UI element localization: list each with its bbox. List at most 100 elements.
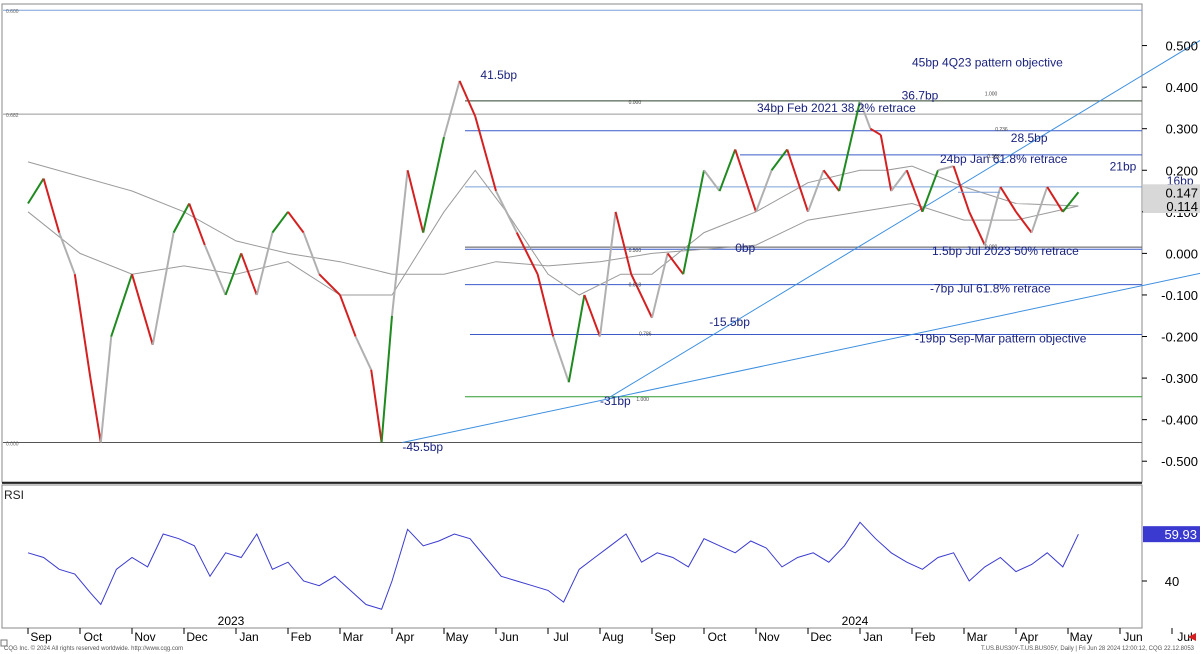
x-month-label: Jul — [1177, 630, 1192, 644]
price-segment — [536, 273, 555, 337]
fib-tag: 0.382 — [987, 154, 1000, 160]
price-segment — [937, 165, 954, 172]
price-segment — [651, 253, 669, 319]
fib-tag: 0.000 — [629, 100, 642, 106]
footer-copyright: CQG Inc. © 2024 All rights reserved worl… — [4, 646, 184, 652]
price-segment — [859, 100, 872, 130]
x-month-label: Jun — [499, 630, 518, 644]
price-segment — [583, 294, 601, 337]
retracement-label: 1.5bp Jul 2023 50% retrace — [932, 244, 1079, 258]
price-segment — [354, 336, 373, 371]
price-segment — [422, 136, 445, 233]
y-tick-label: 0.400 — [1165, 80, 1198, 95]
ma-value-marker — [1143, 198, 1200, 214]
rsi-tick-label: 40 — [1165, 574, 1179, 589]
price-segment — [458, 80, 477, 117]
price-segment — [89, 377, 102, 443]
price-segment — [666, 252, 684, 275]
price-segment — [599, 211, 617, 337]
last-value-label: 0.147 — [1165, 185, 1198, 200]
x-month-label: Oct — [708, 630, 727, 644]
price-segment — [552, 336, 570, 383]
price-segment — [786, 149, 809, 213]
rsi-label: RSI — [4, 488, 24, 502]
price-panel — [1, 3, 1143, 483]
retracement-label: -7bp Jul 61.8% retrace — [930, 282, 1051, 296]
rsi-panel — [1, 484, 1143, 629]
price-annotation: 0bp — [735, 241, 755, 255]
price-lines-layer — [3, 9, 1200, 444]
fib-tag: 0.236 — [995, 127, 1008, 133]
x-month-label: Dec — [810, 630, 831, 644]
price-segment — [952, 165, 971, 213]
price-segment — [474, 115, 497, 192]
x-month-label: Feb — [291, 630, 312, 644]
price-segment — [905, 169, 924, 213]
price-segment — [99, 336, 113, 443]
trendline — [610, 39, 1200, 398]
price-annotation: 41.5bp — [480, 68, 517, 82]
price-segment — [983, 186, 1002, 246]
price-segment — [869, 127, 882, 136]
price-segment — [443, 80, 461, 138]
price-segment — [318, 273, 341, 296]
price-segment — [703, 169, 721, 192]
price-segment — [380, 315, 393, 443]
y-tick-label: -0.500 — [1161, 454, 1198, 469]
price-segment — [567, 294, 586, 383]
price-segment — [1062, 191, 1080, 213]
price-segment — [151, 232, 175, 346]
trendline — [402, 272, 1200, 444]
last-value-marker — [1143, 184, 1200, 200]
retracement-label: -19bp Sep-Mar pattern objective — [915, 331, 1087, 345]
price-segment — [515, 232, 539, 275]
price-segment — [734, 149, 757, 213]
price-annotation: 45bp 4Q23 pattern objective — [912, 55, 1063, 69]
price-annotation: -45.5bp — [402, 440, 443, 454]
y-tick-label: -0.400 — [1161, 413, 1198, 428]
price-segment — [42, 178, 61, 233]
fast-moving-average — [27, 165, 1079, 296]
price-segment — [255, 232, 274, 296]
price-segment — [999, 186, 1017, 213]
price-segment — [406, 170, 425, 233]
ma-value-label: 0.114 — [1166, 199, 1198, 214]
y-tick-label: 0.300 — [1165, 122, 1198, 137]
price-annotation: 36.7bp — [902, 89, 939, 103]
level-tag: 0.682 — [6, 113, 19, 119]
price-segment — [614, 211, 633, 275]
rsi-line — [27, 521, 1079, 610]
price-annotation: -15.5bp — [709, 315, 750, 329]
price-segment — [58, 232, 76, 275]
x-month-label: Apr — [396, 630, 415, 644]
price-segment — [203, 244, 227, 296]
footer-info: T.US.BUS30Y-T.US.BUS05Y, Daily | Fri Jun… — [980, 646, 1194, 652]
price-segment — [630, 273, 653, 319]
level-tag: 0.000 — [6, 442, 19, 448]
x-month-label: Jan — [239, 630, 258, 644]
price-segment — [1046, 186, 1064, 213]
scroll-left-arrow-icon[interactable] — [1188, 633, 1196, 641]
price-segment — [838, 100, 861, 192]
price-annotation: 28.5bp — [1011, 131, 1048, 145]
price-annotation: 21bp — [1110, 159, 1137, 173]
price-segment — [271, 211, 289, 234]
x-month-label: Jul — [553, 630, 568, 644]
price-segment — [682, 170, 705, 275]
x-year-label: 2024 — [842, 614, 869, 628]
y-tick-label: 0.200 — [1165, 163, 1198, 178]
retracement-label: 34bp Feb 2021 38.2% retrace — [757, 101, 916, 115]
price-segment — [172, 203, 191, 234]
price-segment — [339, 294, 357, 337]
x-month-label: Oct — [84, 630, 103, 644]
price-segment — [495, 190, 518, 234]
price-segment — [131, 273, 154, 346]
fib-tag: 0.500 — [629, 248, 642, 254]
rsi-value-label: 59.93 — [1164, 527, 1197, 542]
price-segment — [807, 169, 825, 213]
x-month-label: Dec — [186, 630, 207, 644]
axis-layer: 0.5000.4000.3000.2000.1000.000-0.100-0.2… — [27, 39, 1200, 644]
price-segment — [1015, 211, 1033, 234]
retracement-label: 24bp Jan 61.8% retrace — [940, 152, 1068, 166]
